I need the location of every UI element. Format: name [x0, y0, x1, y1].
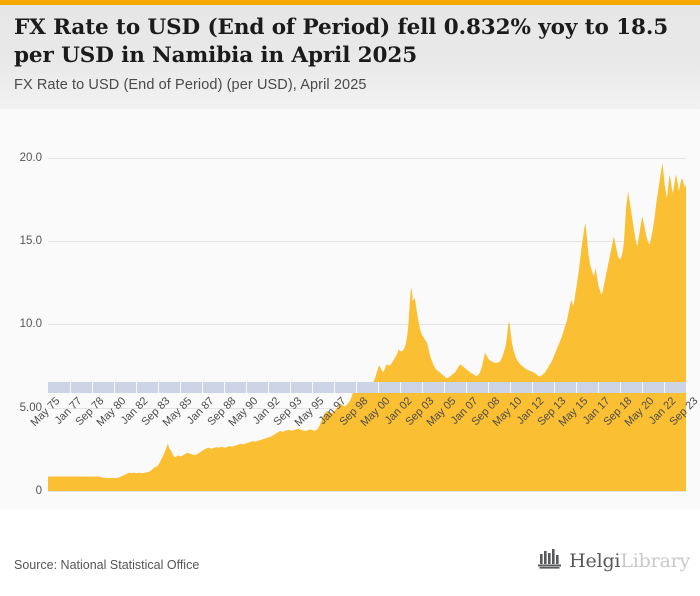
x-axis-tickmark	[400, 382, 401, 393]
x-axis-tickmark	[202, 382, 203, 393]
x-axis-band	[48, 382, 687, 393]
x-axis-tickmark	[554, 382, 555, 393]
x-axis-tickmark	[488, 382, 489, 393]
gridline	[48, 491, 686, 492]
y-axis-tick-label: 20.0	[19, 151, 42, 164]
x-axis-tickmark	[356, 382, 357, 393]
x-axis-tickmark	[576, 382, 577, 393]
x-axis-tickmark	[422, 382, 423, 393]
page-title: FX Rate to USD (End of Period) fell 0.83…	[14, 15, 669, 68]
x-axis-tickmark	[510, 382, 511, 393]
chart-plot-area: 0 5.00 10.0 15.0 20.0	[0, 109, 700, 510]
x-axis-tickmark	[466, 382, 467, 393]
x-axis-tickmark	[246, 382, 247, 393]
x-axis-tickmark	[114, 382, 115, 393]
gridline	[48, 157, 686, 159]
area-series-path	[48, 162, 686, 491]
x-axis-tickmark	[686, 382, 687, 393]
logo-text: HelgiLibrary	[569, 552, 690, 571]
x-axis-tickmark	[620, 382, 621, 393]
x-axis-tickmark	[312, 382, 313, 393]
top-accent-bar	[0, 0, 700, 5]
y-axis-tick-label: 15.0	[19, 235, 42, 248]
y-axis-tick-label: 5.00	[19, 401, 42, 414]
x-axis-tickmark	[334, 382, 335, 393]
gridline	[48, 324, 686, 326]
x-axis-tickmark	[290, 382, 291, 393]
x-axis-tickmark	[268, 382, 269, 393]
series-fx-rate-to-usd	[48, 162, 686, 491]
logo-text-helgi: Helgi	[569, 550, 621, 572]
x-axis-tickmark	[158, 382, 159, 393]
x-axis-tickmark	[136, 382, 137, 393]
x-axis-tickmark	[664, 382, 665, 393]
x-axis-tickmark	[642, 382, 643, 393]
logo-text-library: Library	[620, 550, 690, 572]
gridline	[48, 241, 686, 243]
chart-footer: Source: National Statistical Office Helg…	[0, 510, 700, 596]
chart-header: FX Rate to USD (End of Period) fell 0.83…	[0, 5, 700, 109]
x-axis-tickmark	[444, 382, 445, 393]
area-chart[interactable]	[48, 133, 686, 492]
page-subtitle: FX Rate to USD (End of Period) (per USD)…	[14, 77, 367, 93]
x-axis-labels: May 75 Jan 77 Sep 78 May 80 Jan 82 Sep 83 May …	[28, 395, 700, 465]
helgi-library-logo[interactable]: HelgiLibrary	[537, 548, 690, 575]
source-note: Source: National Statistical Office	[14, 558, 200, 572]
x-axis-tickmark	[378, 382, 379, 393]
y-axis-tick-label: 0	[35, 485, 42, 497]
x-axis-tickmark	[92, 382, 93, 393]
y-axis-tick-label: 10.0	[19, 318, 42, 331]
x-axis-tickmark	[598, 382, 599, 393]
x-axis-tickmark	[224, 382, 225, 393]
x-axis-tickmark	[532, 382, 533, 393]
x-axis-tickmark	[180, 382, 181, 393]
x-axis-tickmark	[70, 382, 71, 393]
bar-chart-building-icon	[537, 548, 563, 575]
